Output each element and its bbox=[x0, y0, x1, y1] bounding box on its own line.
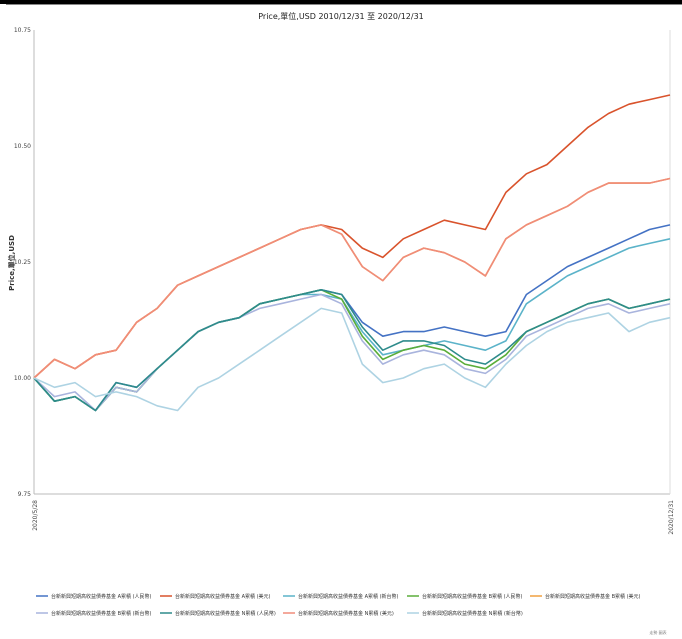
y-tick-labels: 9.75 10.00 10.25 10.50 10.75 bbox=[14, 27, 31, 498]
x-end-label: 2020/12/31 bbox=[668, 500, 675, 535]
series-line-4 bbox=[33, 177, 671, 379]
series-line-1 bbox=[33, 94, 671, 379]
series-line-2 bbox=[33, 238, 671, 412]
y-tick-label: 10.75 bbox=[14, 27, 31, 34]
y-tick-label: 10.00 bbox=[14, 375, 31, 382]
x-start-label: 2020/5/28 bbox=[32, 500, 39, 531]
series-line-5 bbox=[33, 293, 671, 412]
legend-item-label[interactable]: 台新新興短期高收益債券基金 N累積 (新台幣) bbox=[422, 610, 523, 617]
legend-item-label[interactable]: 台新新興短期高收益債券基金 N累積 (人民幣) bbox=[175, 610, 276, 617]
y-axis-label: Price,單位,USD bbox=[7, 235, 16, 291]
footnote: 走勢 圖表 bbox=[649, 629, 666, 635]
top-rule bbox=[6, 4, 682, 5]
legend[interactable]: 台新新興短期高收益債券基金 A累積 (人民幣) 台新新興短期高收益債券基金 A累積… bbox=[36, 593, 641, 617]
y-tick-label: 10.25 bbox=[14, 259, 31, 266]
series-line-8 bbox=[33, 307, 671, 412]
chart-title: Price,單位,USD 2010/12/31 至 2020/12/31 bbox=[258, 11, 424, 21]
legend-item-label[interactable]: 台新新興短期高收益債券基金 B累積 (美元) bbox=[545, 593, 641, 600]
legend-item-label[interactable]: 台新新興短期高收益債券基金 A累積 (人民幣) bbox=[51, 593, 152, 600]
legend-item-label[interactable]: 台新新興短期高收益債券基金 N累積 (美元) bbox=[298, 610, 394, 617]
series-lines bbox=[33, 94, 671, 412]
y-tick-label: 9.75 bbox=[18, 491, 32, 498]
y-tick-label: 10.50 bbox=[14, 143, 31, 150]
top-border bbox=[0, 0, 682, 4]
legend-item-label[interactable]: 台新新興短期高收益債券基金 B累積 (人民幣) bbox=[422, 593, 523, 600]
legend-item-label[interactable]: 台新新興短期高收益債券基金 A累積 (美元) bbox=[175, 593, 271, 600]
legend-item-label[interactable]: 台新新興短期高收益債券基金 B累積 (新台幣) bbox=[51, 610, 152, 617]
series-line-6 bbox=[33, 288, 671, 412]
legend-item-label[interactable]: 台新新興短期高收益債券基金 A累積 (新台幣) bbox=[298, 593, 399, 600]
series-line-7 bbox=[33, 177, 671, 379]
